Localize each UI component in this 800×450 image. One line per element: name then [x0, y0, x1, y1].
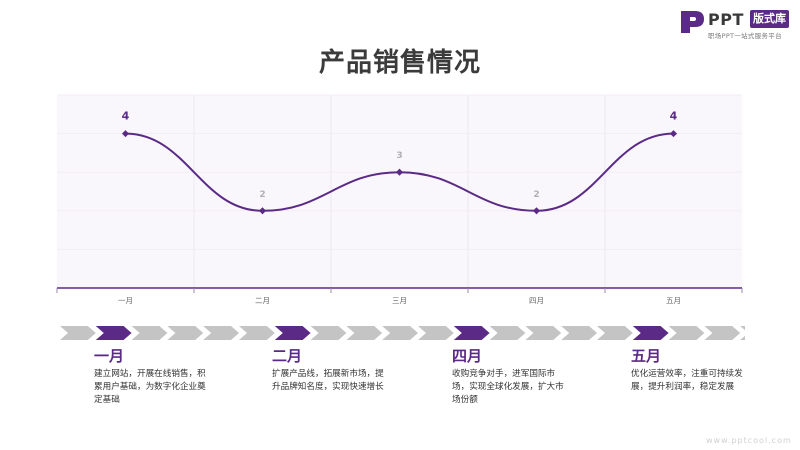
chevron-arrow — [167, 326, 204, 340]
sales-line-chart: 一月 二月 三月 四月 五月 4 2 3 2 4 — [56, 94, 743, 305]
chevron-arrow — [131, 326, 168, 340]
timeline-step: 四月 收购竞争对手，进军国际市场，实现全球化发展，扩大市场份额 — [452, 346, 612, 407]
timeline-step-desc: 优化运营效率，注重可持续发展，提升利润率，稳定发展 — [631, 369, 743, 392]
data-point — [669, 130, 678, 138]
chevron-arrow — [740, 326, 745, 340]
data-label: 2 — [259, 190, 265, 200]
chevron-arrow — [60, 326, 96, 340]
plot-area — [57, 95, 742, 288]
chevron-arrow — [239, 326, 275, 340]
chevron-arrow — [561, 326, 597, 340]
chevron-arrow — [382, 326, 418, 340]
watermark: www.pptcool.com — [706, 436, 792, 445]
brand-logo-icon — [681, 11, 704, 33]
chevron-arrow — [310, 326, 347, 340]
chevron-arrow-active — [274, 326, 311, 340]
timeline-step: 二月 扩展产品线，拓展新市场，提升品牌知名度，实现快速增长 — [272, 346, 432, 394]
chevron-arrow-active — [95, 326, 132, 340]
timeline-step-month: 二月 — [272, 347, 303, 365]
brand-logo-subtitle: 职场PPT一站式服务平台 — [708, 32, 782, 40]
x-tick-label: 三月 — [392, 296, 407, 305]
brand-logo-tag: 版式库 — [750, 10, 789, 28]
brand-logo: PPT 版式库 职场PPT一站式服务平台 — [678, 8, 794, 40]
chevron-arrow — [597, 326, 633, 340]
x-tick-label: 二月 — [255, 296, 270, 305]
chevron-arrow — [346, 326, 383, 340]
chevron-arrow-active — [453, 326, 490, 340]
data-point — [258, 207, 267, 215]
timeline-chevron-strip — [60, 326, 745, 340]
chevron-arrow — [525, 326, 562, 340]
chevron-arrow-active — [632, 326, 669, 340]
chevron-arrow — [704, 326, 741, 340]
data-label: 2 — [533, 190, 539, 200]
chevron-arrow — [418, 326, 454, 340]
x-tick-label: 四月 — [529, 296, 544, 305]
chevron-arrow — [489, 326, 526, 340]
timeline-step-desc: 收购竞争对手，进军国际市场，实现全球化发展，扩大市场份额 — [452, 369, 564, 405]
data-label: 3 — [396, 151, 402, 161]
chevron-arrow — [668, 326, 705, 340]
timeline-step-desc: 扩展产品线，拓展新市场，提升品牌知名度，实现快速增长 — [272, 369, 384, 392]
brand-logo-word: PPT — [708, 10, 744, 29]
timeline-step: 五月 优化运营效率，注重可持续发展，提升利润率，稳定发展 — [631, 346, 791, 394]
data-point — [395, 168, 404, 176]
timeline-step: 一月 建立网站，开展在线销售，积累用户基础，为数字化企业奠定基础 — [94, 346, 254, 407]
timeline-step-month: 一月 — [94, 347, 125, 365]
x-tick-label: 五月 — [666, 296, 681, 305]
data-point — [121, 130, 130, 138]
chevron-arrow — [203, 326, 239, 340]
data-label: 4 — [670, 110, 678, 123]
timeline-step-desc: 建立网站，开展在线销售，积累用户基础，为数字化企业奠定基础 — [94, 369, 206, 405]
data-point — [532, 207, 541, 215]
timeline-step-month: 四月 — [452, 347, 483, 365]
x-tick-label: 一月 — [118, 296, 133, 305]
data-label: 4 — [122, 110, 130, 123]
timeline-step-month: 五月 — [631, 347, 662, 365]
page-title: 产品销售情况 — [318, 48, 481, 78]
